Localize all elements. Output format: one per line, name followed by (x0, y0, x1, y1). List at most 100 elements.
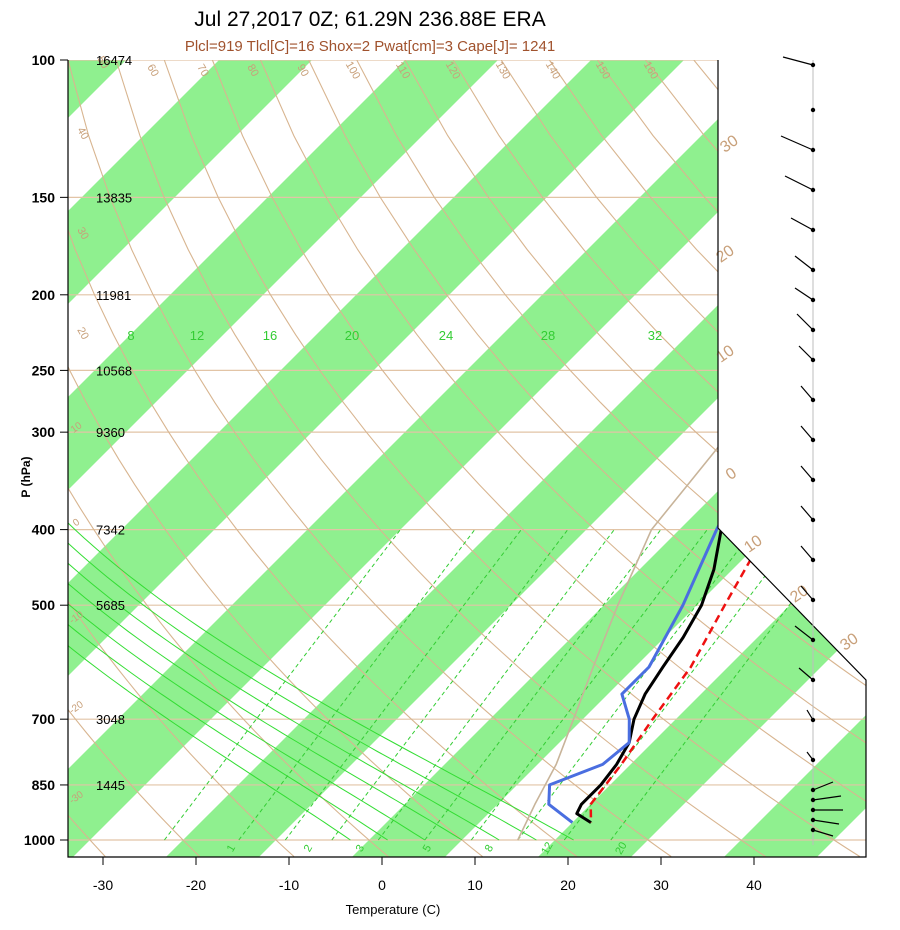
y-tick-label: 300 (32, 424, 56, 440)
height-label: 10568 (96, 363, 132, 378)
wind-barb (806, 751, 814, 761)
dry-adiabat (356, 60, 866, 857)
moist-adiabat (68, 341, 351, 841)
isotherm-band (68, 60, 534, 857)
dry-adiabat (68, 60, 295, 857)
moist-adiabat-label: 16 (263, 328, 277, 343)
mixing-ratio-label: 1 (225, 843, 238, 854)
dry-adiabat (0, 60, 11, 857)
mixing-ratio-line (331, 529, 569, 841)
wind-barb (794, 625, 814, 641)
moist-adiabat-label: 12 (190, 328, 204, 343)
isotherm-band (538, 60, 866, 857)
y-tick-label: 100 (32, 52, 56, 68)
wind-barb (812, 819, 840, 825)
dry-adiabat-label: 40 (74, 125, 91, 142)
dry-adiabat-label: 100 (343, 60, 363, 82)
dry-adiabat-label: 80 (244, 62, 261, 79)
dry-adiabat (886, 60, 900, 857)
mixing-ratio-label: 3 (354, 843, 367, 854)
y-tick-label: 250 (32, 362, 56, 378)
x-tick-label: 10 (467, 877, 483, 893)
mixing-ratio-line (284, 529, 522, 841)
wind-barb (800, 545, 814, 561)
wind-barb (800, 425, 814, 441)
chart-subtitle: Plcl=919 Tlcl[C]=16 Shox=2 Pwat[cm]=3 Ca… (184, 38, 556, 55)
dry-adiabat-label: 70 (194, 62, 211, 79)
wind-barb (798, 345, 814, 361)
moist-adiabat (68, 341, 574, 841)
dry-adiabat-label: 90 (294, 62, 311, 79)
x-tick-label: 20 (560, 877, 576, 893)
x-tick-label: -10 (279, 877, 299, 893)
wind-barb (782, 56, 814, 66)
dry-adiabat-label: 140 (543, 60, 563, 82)
dry-adiabat (68, 60, 578, 857)
height-label: 11981 (96, 288, 131, 303)
height-label: 13835 (96, 190, 132, 205)
y-tick-label: 850 (32, 777, 56, 793)
isotherm-band (68, 60, 348, 857)
mixing-ratio-line (238, 529, 476, 841)
isotherm-label: 30 (837, 630, 861, 654)
moist-adiabat-label: 24 (439, 328, 453, 343)
wind-barb (796, 313, 814, 331)
wind-barb (794, 255, 814, 271)
wind-barb (812, 829, 834, 837)
wind-barb (800, 585, 814, 601)
wind-barb (794, 287, 814, 301)
isotherm-band (68, 60, 866, 857)
dry-adiabat (452, 60, 866, 857)
plot-area (0, 60, 900, 857)
dry-adiabat (259, 60, 866, 857)
moist-adiabat (68, 341, 388, 841)
moist-adiabat (68, 341, 500, 841)
mixing-ratio-line (470, 529, 708, 841)
dry-adiabat-label: 20 (74, 325, 91, 342)
chart-title: Jul 27,2017 0Z; 61.29N 236.88E ERA (194, 8, 546, 31)
moist-adiabat-label: 32 (648, 328, 662, 343)
plot-frame (67, 60, 867, 858)
y-tick-label: 200 (32, 287, 56, 303)
dry-adiabat-label: 50 (94, 54, 111, 71)
dry-adiabat (68, 60, 483, 857)
wind-barb (790, 217, 814, 231)
mixing-ratio-line (517, 529, 755, 841)
dry-adiabat (68, 60, 200, 857)
moist-adiabat-label: 20 (345, 328, 359, 343)
moist-adiabat (68, 341, 426, 841)
dry-adiabat-label: 60 (144, 62, 161, 79)
x-tick-label: 0 (378, 877, 386, 893)
x-tick-label: 40 (746, 877, 762, 893)
isotherm-label: 0 (71, 517, 82, 529)
height-label: 9360 (96, 425, 125, 440)
isotherm-label: 30 (717, 132, 741, 156)
moist-adiabat (68, 341, 463, 841)
dry-adiabat-label: 130 (493, 60, 513, 82)
x-axis-label: Temperature (C) (345, 902, 441, 917)
wind-barbs (780, 56, 843, 845)
isotherm-label: 10 (741, 532, 765, 556)
isotherm-label: 20 (713, 242, 737, 266)
y-tick-label: 1000 (24, 832, 55, 848)
wind-barb (812, 781, 834, 791)
dry-adiabat-label: 30 (74, 225, 91, 242)
y-tick-label: 500 (32, 597, 56, 613)
isotherm-band (68, 60, 720, 857)
height-label: 1445 (96, 778, 125, 793)
mixing-ratio-label: 5 (421, 843, 434, 854)
isotherm-label: 0 (723, 465, 740, 484)
mixing-ratio-label: 8 (483, 843, 496, 854)
dry-adiabat (115, 60, 766, 857)
virtual-profile (517, 334, 815, 841)
wind-barb (780, 135, 814, 151)
y-tick-label: 400 (32, 522, 56, 538)
isotherm-label: -20 (67, 699, 86, 717)
wind-barb (800, 505, 814, 521)
height-label: 7342 (96, 523, 125, 538)
dry-adiabat (404, 60, 866, 857)
height-label: 5685 (96, 598, 125, 613)
temperature-profile (575, 60, 866, 824)
mixing-ratio-label: 20 (613, 840, 630, 857)
